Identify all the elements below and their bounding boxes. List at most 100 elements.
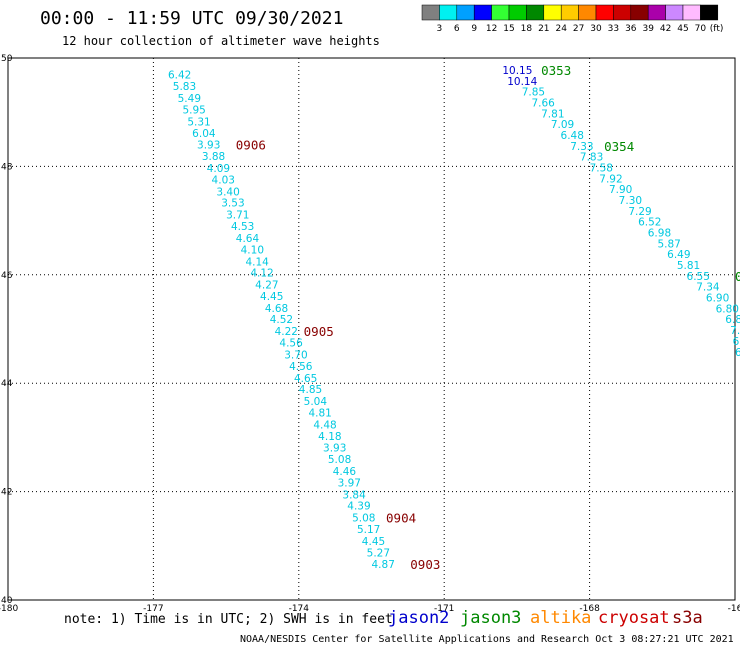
wave-height-label: 4.85 bbox=[299, 384, 322, 396]
colorbar-label: 42 bbox=[660, 24, 671, 34]
colorbar-swatch bbox=[491, 4, 510, 21]
colorbar-swatch bbox=[508, 4, 527, 21]
y-tick-label: 46 bbox=[1, 271, 13, 281]
chart-title: 00:00 - 11:59 UTC 09/30/2021 bbox=[40, 8, 344, 29]
wave-height-label: 7.58 bbox=[590, 162, 613, 174]
x-tick-label: -171 bbox=[434, 604, 454, 614]
colorbar-label: 21 bbox=[538, 24, 549, 34]
colorbar-label: 70 bbox=[695, 24, 707, 34]
colorbar-label: 9 bbox=[471, 24, 477, 34]
wave-height-label: 6. bbox=[735, 347, 740, 359]
wave-height-label: 4.53 bbox=[231, 221, 254, 233]
time-label: 0905 bbox=[304, 324, 334, 339]
wave-height-label: 7.83 bbox=[580, 152, 603, 164]
sat-s3a: s3a bbox=[672, 608, 703, 628]
wave-height-label: 4.10 bbox=[241, 244, 264, 256]
colorbar-swatch bbox=[578, 4, 597, 21]
wave-height-label: 4.56 bbox=[279, 338, 303, 350]
time-label: 0906 bbox=[236, 138, 266, 153]
chart-subtitle: 12 hour collection of altimeter wave hei… bbox=[62, 34, 380, 48]
wave-height-label: 4.65 bbox=[294, 373, 317, 385]
wave-height-label: 4.87 bbox=[372, 559, 395, 571]
wave-height-label: 4.48 bbox=[313, 419, 336, 431]
colorbar-label: 18 bbox=[521, 24, 533, 34]
y-tick-label: 48 bbox=[1, 162, 13, 172]
colorbar-swatch bbox=[456, 4, 475, 21]
wave-height-label: 6.81 bbox=[725, 314, 740, 326]
sat-cryosat: cryosat bbox=[598, 608, 670, 628]
x-tick-label: -177 bbox=[143, 604, 163, 614]
colorbar-swatch bbox=[595, 4, 614, 21]
wave-height-label: 4.09 bbox=[207, 163, 230, 175]
wave-height-label: 4.45 bbox=[260, 291, 283, 303]
wave-height-label: 10.14 bbox=[507, 76, 537, 88]
wave-height-label: 4.03 bbox=[212, 174, 235, 186]
wave-height-label: 7.85 bbox=[522, 87, 545, 99]
colorbar-label: 30 bbox=[590, 24, 602, 34]
x-tick-label: -174 bbox=[289, 604, 310, 614]
colorbar-label: 39 bbox=[642, 24, 654, 34]
wave-height-label: 7.33 bbox=[570, 141, 593, 153]
y-tick-label: 40 bbox=[1, 596, 13, 606]
wave-height-label: 10.15 bbox=[502, 65, 532, 77]
wave-height-label: 7.29 bbox=[628, 206, 651, 218]
wave-height-label: 5.17 bbox=[357, 524, 380, 536]
wave-height-label: 6.55 bbox=[687, 271, 710, 283]
colorbar-label: 33 bbox=[608, 24, 619, 34]
wave-height-label: 3.71 bbox=[226, 210, 249, 222]
wave-height-label: 4.52 bbox=[270, 314, 293, 326]
wave-height-label: 4.56 bbox=[289, 361, 313, 373]
colorbar-label: 27 bbox=[573, 24, 584, 34]
colorbar-swatch bbox=[421, 4, 440, 21]
colorbar-swatch bbox=[682, 4, 701, 21]
colorbar-swatch bbox=[439, 4, 458, 21]
wave-height-label: 3.93 bbox=[197, 140, 220, 152]
wave-height-label: 3.70 bbox=[284, 349, 307, 361]
colorbar-swatch bbox=[543, 4, 562, 21]
y-tick-label: 42 bbox=[1, 488, 12, 498]
wave-height-label: 7.09 bbox=[551, 119, 574, 131]
colorbar-unit: (ft) bbox=[710, 24, 724, 34]
colorbar-swatch bbox=[526, 4, 545, 21]
sat-altika: altika bbox=[530, 608, 592, 628]
wave-height-label: 4.46 bbox=[333, 466, 357, 478]
x-tick-label: -16 bbox=[728, 604, 740, 614]
wave-height-label: 4.39 bbox=[347, 501, 370, 513]
wave-height-label: 3.97 bbox=[338, 477, 361, 489]
wave-height-label: 7.90 bbox=[609, 184, 632, 196]
colorbar-label: 36 bbox=[625, 24, 637, 34]
wave-height-label: 4.22 bbox=[275, 326, 298, 338]
wave-height-label: 5.95 bbox=[182, 104, 205, 116]
wave-height-label: 7.66 bbox=[531, 97, 555, 109]
wave-height-label: 4.64 bbox=[236, 233, 260, 245]
wave-height-label: 4.14 bbox=[245, 256, 269, 268]
x-tick-label: -180 bbox=[0, 604, 18, 614]
wave-height-label: 3.40 bbox=[216, 186, 239, 198]
wave-height-label: 7.30 bbox=[619, 195, 642, 207]
time-label: 0904 bbox=[386, 511, 416, 526]
wave-height-label: 7.92 bbox=[599, 173, 622, 185]
wave-height-label: 6.42 bbox=[168, 69, 191, 81]
wave-height-label: 5.04 bbox=[304, 396, 328, 408]
wave-height-label: 7.18 bbox=[730, 325, 740, 337]
wave-height-label: 6.52 bbox=[638, 217, 661, 229]
y-tick-label: 44 bbox=[1, 379, 13, 389]
wave-height-label: 5.49 bbox=[178, 93, 201, 105]
colorbar-swatch bbox=[473, 4, 492, 21]
wave-height-label: 5.31 bbox=[187, 116, 210, 128]
wave-height-label: 3.53 bbox=[221, 198, 244, 210]
wave-height-label: 7.34 bbox=[696, 282, 720, 294]
colorbar-swatch bbox=[630, 4, 649, 21]
wave-height-label: 4.27 bbox=[255, 280, 278, 292]
wave-height-label: 3.88 bbox=[202, 151, 225, 163]
time-label: 0903 bbox=[410, 557, 440, 572]
wave-height-label: 6.49 bbox=[667, 249, 690, 261]
time-label: 0353 bbox=[541, 63, 571, 78]
wave-height-label: 6.4 bbox=[733, 336, 740, 348]
wave-height-label: 5.08 bbox=[328, 454, 351, 466]
wave-height-label: 6.48 bbox=[561, 130, 584, 142]
wave-height-label: 5.08 bbox=[352, 513, 375, 525]
wave-height-label: 6.90 bbox=[706, 293, 729, 305]
wave-height-label: 4.81 bbox=[308, 407, 331, 419]
